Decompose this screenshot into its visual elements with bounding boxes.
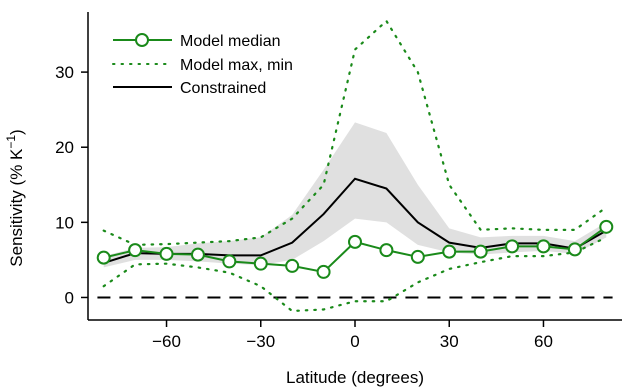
x-tick-label-0: −60	[152, 332, 181, 351]
legend-label-constrained: Constrained	[180, 80, 266, 97]
constrained-range-band	[103, 122, 607, 268]
median-point-0	[96, 250, 111, 265]
x-tick-label-4: 60	[534, 332, 553, 351]
median-point-11	[442, 244, 457, 259]
median-point-12	[473, 244, 488, 259]
y-axis-title-superscript: −1	[4, 135, 18, 149]
x-tick-label-2: 0	[350, 332, 359, 351]
median-point-3	[190, 247, 205, 262]
median-point-8	[348, 234, 362, 249]
median-point-10	[410, 249, 425, 264]
median-point-6	[285, 258, 300, 273]
marker-layer	[96, 219, 614, 279]
y-tick-label-3: 30	[55, 63, 74, 82]
constrained-range-band-layer	[103, 122, 607, 268]
y-axis-title: Sensitivity (% K−1)	[4, 129, 26, 266]
median-point-2	[159, 246, 174, 261]
x-axis-title: Latitude (degrees)	[286, 368, 424, 387]
y-axis-title-main: Sensitivity (% K	[7, 148, 26, 267]
x-tick-label-1: −30	[246, 332, 275, 351]
median-point-1	[128, 243, 143, 258]
median-point-4	[222, 254, 237, 269]
median-point-13	[505, 239, 520, 254]
y-tick-label-0: 0	[65, 288, 74, 307]
median-point-14	[536, 239, 551, 254]
median-point-9	[379, 243, 394, 258]
y-tick-label-1: 10	[55, 213, 74, 232]
median-point-16	[599, 219, 614, 234]
legend-label-maxmin: Model max, min	[180, 57, 293, 74]
legend-label-median: Model median	[180, 33, 281, 50]
tick-layer: −60 −30 0 30 60 0 10 20 30	[55, 63, 553, 351]
median-point-5	[253, 256, 268, 271]
y-tick-label-2: 20	[55, 138, 74, 157]
x-tick-label-3: 30	[440, 332, 459, 351]
median-point-15	[567, 242, 582, 257]
model-min-line	[102, 236, 608, 313]
legend-marker-median	[135, 33, 149, 47]
legend: Model median Model max, min Constrained	[112, 33, 293, 97]
median-point-7	[316, 264, 331, 279]
y-axis-title-close: )	[7, 129, 26, 135]
model-max-line	[102, 19, 608, 246]
